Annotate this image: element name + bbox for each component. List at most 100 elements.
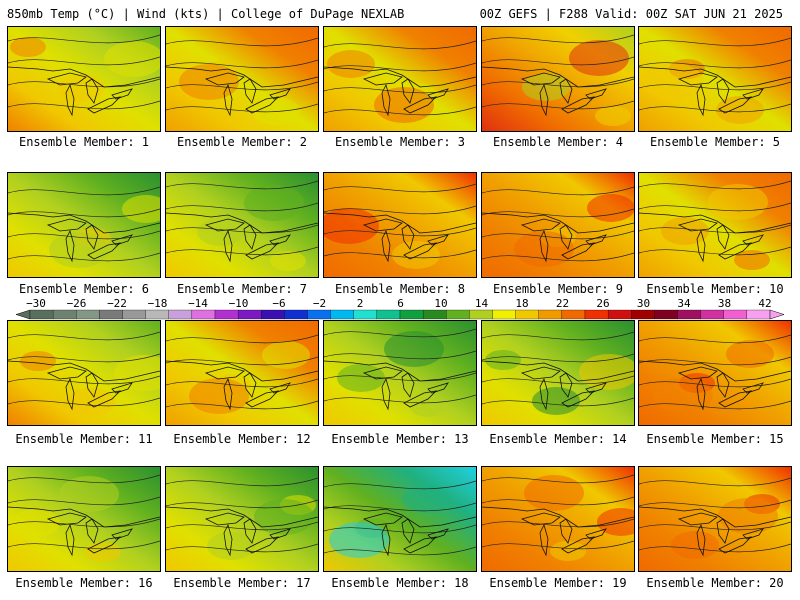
height-contour: [482, 331, 634, 341]
height-contour: [324, 106, 476, 116]
great-lake-outline: [269, 382, 291, 394]
height-contour: [166, 400, 318, 410]
height-contour: [8, 230, 160, 240]
great-lake-outline: [243, 372, 257, 398]
ensemble-member-label: Ensemble Member: 17: [173, 576, 311, 590]
height-contour: [639, 521, 791, 531]
great-lake-outline: [85, 518, 99, 544]
ensemble-member-label: Ensemble Member: 9: [492, 282, 624, 296]
colorbar-swatch: [446, 309, 470, 320]
height-contour: [639, 224, 791, 234]
great-lake-outline: [362, 72, 403, 86]
height-contour: [166, 180, 318, 190]
temperature-blob: [671, 531, 719, 559]
ensemble-member-label: Ensemble Member: 13: [331, 432, 469, 446]
temperature-blob: [643, 63, 703, 99]
height-contour: [8, 540, 160, 550]
great-lake-outline: [585, 382, 607, 394]
colorbar-swatch: [422, 309, 447, 320]
height-contour: [8, 208, 160, 218]
height-contour: [482, 474, 634, 484]
ensemble-member-label: Ensemble Member: 18: [331, 576, 469, 590]
height-contour: [482, 100, 634, 110]
height-contour: [324, 372, 476, 382]
great-lake-outline: [223, 377, 233, 411]
great-lake-outline: [362, 218, 403, 232]
height-contour: [482, 186, 634, 196]
temperature-blob: [324, 208, 379, 244]
great-lake-outline: [539, 523, 549, 557]
great-lake-outline: [696, 377, 706, 411]
height-contour: [8, 252, 160, 262]
colorbar-tick-label: 42: [758, 297, 772, 310]
height-contour: [482, 56, 634, 66]
temperature-blob: [329, 522, 389, 558]
country-border: [166, 506, 318, 528]
great-lake-outline: [269, 528, 291, 540]
temperature-blob: [716, 96, 764, 124]
height-contour: [324, 62, 476, 72]
colorbar-tick-label: −10: [228, 297, 249, 310]
colorbar-min-arrow: [15, 309, 31, 320]
height-contour: [482, 252, 634, 262]
great-lake-outline: [87, 242, 122, 260]
height-contour: [482, 518, 634, 528]
height-contour: [639, 180, 791, 190]
ensemble-map-panel: [481, 26, 635, 132]
temperature-map: [166, 173, 318, 277]
temperature-blob: [579, 354, 634, 390]
country-border: [324, 360, 476, 382]
height-contour: [482, 353, 634, 363]
great-lake-outline: [539, 83, 549, 117]
height-contour: [166, 499, 318, 509]
country-border: [324, 212, 476, 234]
colorbar-tick-label: −14: [188, 297, 208, 310]
great-lake-outline: [539, 229, 549, 263]
colorbar-tick-label: 38: [717, 297, 732, 310]
height-contour: [166, 81, 318, 91]
great-lake-outline: [111, 528, 133, 540]
ensemble-map-panel: [638, 172, 792, 278]
temperature-blob: [402, 485, 450, 513]
height-contour: [639, 356, 791, 366]
colorbar-tick-label: −22: [107, 297, 127, 310]
temperature-map: [8, 27, 160, 131]
ensemble-member-label: Ensemble Member: 10: [646, 282, 784, 296]
colorbar-swatch: [99, 309, 123, 320]
height-contour: [482, 208, 634, 218]
temperature-map: [482, 467, 634, 571]
great-lake-outline: [520, 72, 561, 86]
temperature-map: [8, 173, 160, 277]
temperature-blob: [197, 218, 245, 246]
height-contour: [8, 353, 160, 363]
great-lake-outline: [716, 224, 730, 250]
great-lake-outline: [696, 229, 706, 263]
temperature-blob: [122, 195, 160, 223]
ensemble-map-panel: [323, 466, 477, 572]
great-lake-outline: [520, 218, 561, 232]
height-contour: [639, 477, 791, 487]
great-lake-outline: [427, 234, 449, 246]
colorbar-swatch: [584, 309, 609, 320]
colorbar-swatch: [631, 309, 655, 320]
height-contour: [639, 59, 791, 69]
temperature-map: [166, 321, 318, 425]
ensemble-map-panel: [7, 172, 161, 278]
ensemble-member-label: Ensemble Member: 4: [492, 135, 624, 149]
ensemble-map-panel: [7, 466, 161, 572]
temperature-blob: [569, 40, 629, 76]
temperature-map: [8, 321, 160, 425]
height-contour: [324, 40, 476, 50]
ensemble-member-label: Ensemble Member: 3: [334, 135, 466, 149]
colorbar-swatch: [76, 309, 100, 320]
great-lake-outline: [585, 234, 607, 246]
great-lake-outline: [204, 512, 245, 526]
great-lake-outline: [243, 78, 257, 104]
colorbar-swatch: [561, 309, 586, 320]
run-valid-time: 00Z GEFS | F288 Valid: 00Z SAT JUN 21 20…: [479, 7, 783, 21]
great-lake-outline: [85, 372, 99, 398]
height-contour: [324, 524, 476, 534]
temperature-blob: [244, 185, 304, 221]
country-border: [482, 66, 634, 88]
temperature-blob: [374, 87, 434, 123]
